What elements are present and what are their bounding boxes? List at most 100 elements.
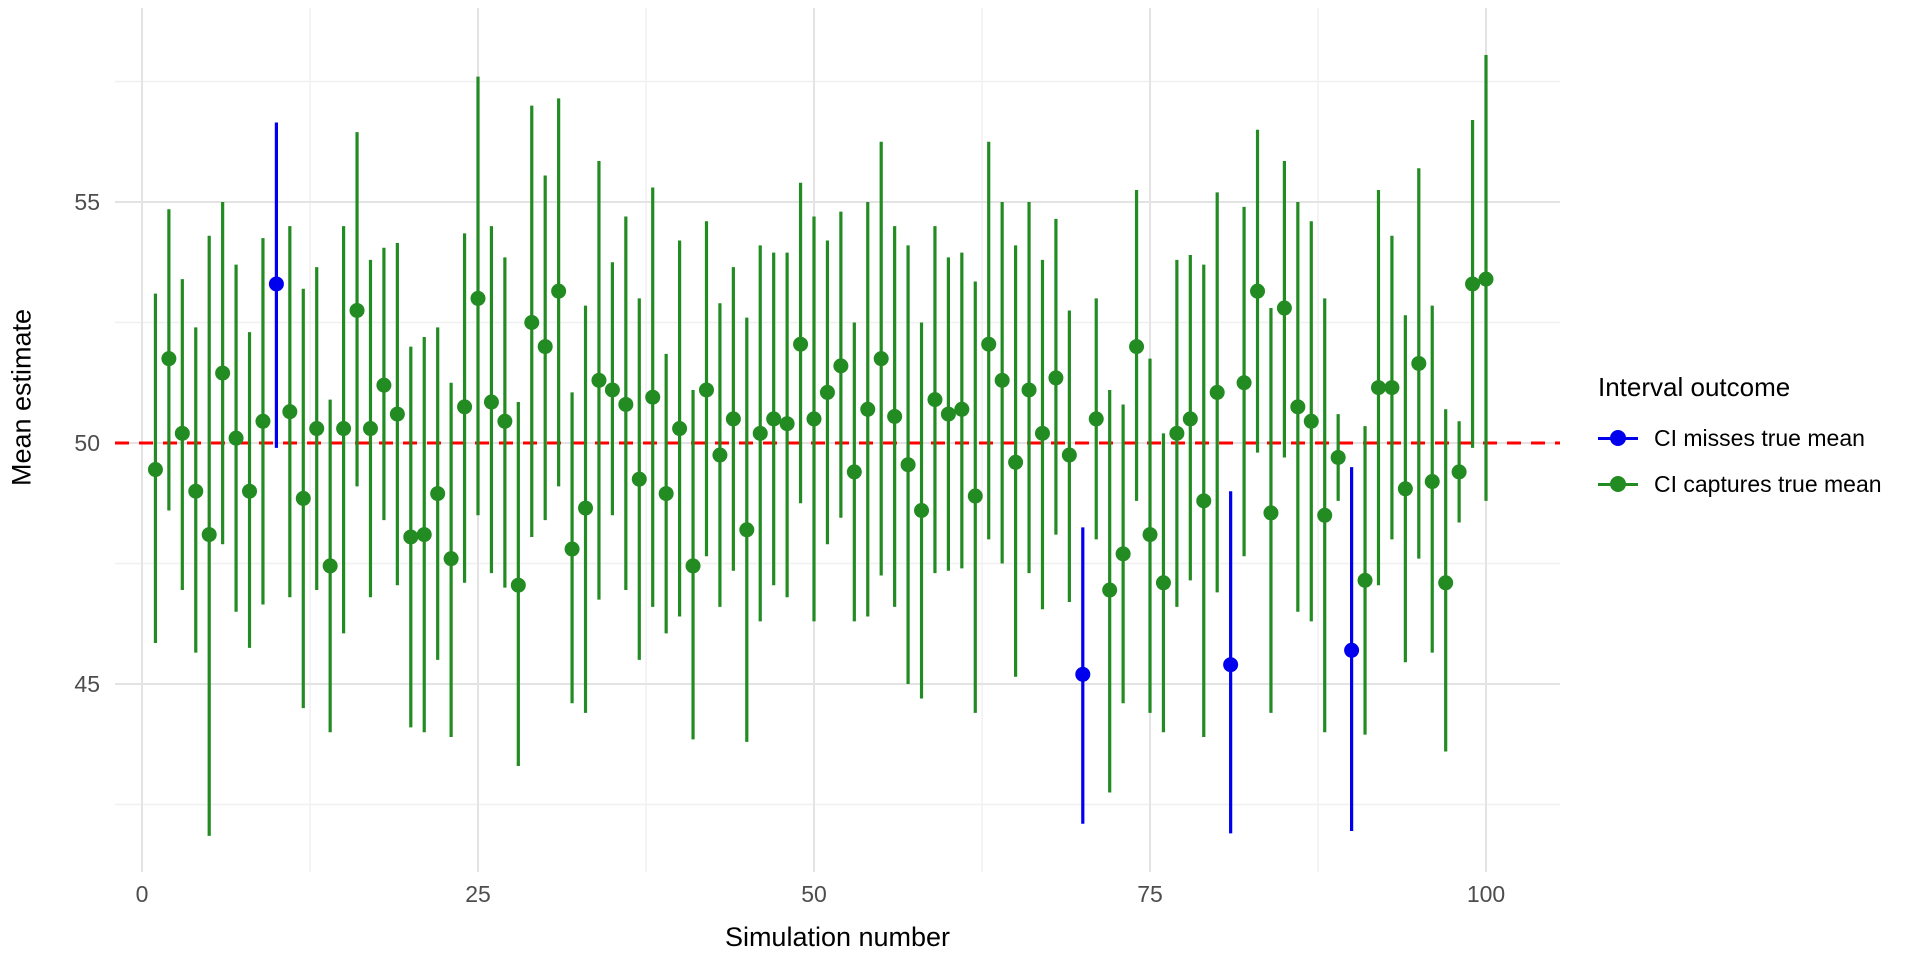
- mean-point: [954, 401, 970, 417]
- mean-point: [1438, 575, 1454, 591]
- mean-point: [1155, 575, 1171, 591]
- mean-point: [349, 302, 365, 318]
- mean-point: [1034, 425, 1050, 441]
- mean-point: [524, 315, 540, 330]
- capture-pointrange-key-icon: [1598, 476, 1638, 492]
- mean-point: [1250, 283, 1266, 299]
- x-tick-label: 50: [801, 881, 827, 907]
- mean-point: [1424, 474, 1440, 490]
- mean-point: [201, 527, 217, 543]
- mean-point: [510, 577, 526, 593]
- mean-point: [1008, 454, 1024, 470]
- mean-point: [1344, 642, 1360, 658]
- mean-point: [604, 382, 620, 398]
- mean-point: [672, 421, 688, 437]
- mean-point: [914, 502, 930, 518]
- mean-point: [242, 483, 258, 499]
- mean-point: [819, 384, 835, 400]
- mean-point: [793, 336, 809, 352]
- mean-point: [416, 527, 432, 543]
- mean-point: [1451, 464, 1467, 480]
- mean-point: [645, 389, 661, 405]
- mean-point: [282, 404, 298, 420]
- mean-point: [1411, 355, 1427, 371]
- mean-point: [1169, 425, 1185, 441]
- mean-point: [779, 416, 795, 432]
- mean-point: [470, 290, 486, 306]
- mean-point: [698, 382, 714, 398]
- mean-point: [1465, 276, 1481, 292]
- mean-point: [806, 411, 822, 427]
- legend-label-capture: CI captures true mean: [1654, 470, 1882, 497]
- mean-point: [161, 351, 177, 367]
- mean-point: [1263, 505, 1279, 521]
- mean-point: [564, 541, 580, 557]
- mean-point: [860, 401, 876, 417]
- mean-point: [739, 522, 755, 538]
- miss-pointrange-key-icon: [1598, 430, 1638, 446]
- mean-point: [1330, 449, 1346, 465]
- legend-label-miss: CI misses true mean: [1654, 424, 1865, 451]
- mean-point: [1397, 481, 1413, 497]
- mean-point: [1048, 370, 1064, 386]
- mean-point: [1115, 546, 1131, 562]
- mean-point: [362, 421, 378, 437]
- mean-point: [215, 365, 231, 381]
- mean-point: [1478, 271, 1494, 287]
- legend-title: Interval outcome: [1598, 372, 1791, 402]
- mean-point: [1209, 384, 1225, 400]
- mean-point: [1384, 380, 1400, 396]
- legend-item-capture: CI captures true mean: [1598, 467, 1882, 501]
- mean-point: [322, 558, 338, 574]
- mean-point: [255, 413, 271, 429]
- mean-point: [1196, 493, 1212, 509]
- mean-point: [389, 406, 405, 422]
- y-tick-label: 50: [74, 430, 100, 456]
- mean-point: [483, 394, 499, 410]
- mean-point: [228, 430, 244, 446]
- mean-point: [376, 377, 392, 393]
- mean-point: [1088, 411, 1104, 427]
- legend: Interval outcome CI misses true mean CI …: [1598, 372, 1882, 513]
- mean-point: [994, 372, 1010, 388]
- mean-point: [1182, 411, 1198, 427]
- mean-point: [981, 336, 997, 352]
- mean-point: [766, 411, 782, 427]
- mean-point: [1236, 375, 1252, 391]
- y-axis-title: Mean estimate: [6, 308, 37, 487]
- mean-point: [147, 462, 163, 478]
- mean-point: [631, 471, 647, 487]
- mean-point: [1021, 382, 1037, 398]
- mean-point: [268, 276, 284, 292]
- mean-point: [430, 486, 446, 502]
- mean-point: [846, 464, 862, 480]
- mean-point: [1370, 380, 1386, 396]
- mean-point: [1317, 507, 1333, 523]
- mean-point: [295, 490, 311, 506]
- legend-item-miss: CI misses true mean: [1598, 421, 1882, 455]
- mean-point: [1129, 339, 1145, 355]
- x-axis-title: Simulation number: [724, 922, 951, 952]
- mean-point: [591, 372, 607, 388]
- mean-point: [1102, 582, 1118, 598]
- mean-point: [403, 529, 419, 545]
- mean-point: [725, 411, 741, 427]
- x-tick-label: 75: [1137, 881, 1163, 907]
- mean-point: [833, 358, 849, 374]
- mean-point: [940, 406, 956, 422]
- y-tick-label: 55: [74, 189, 100, 215]
- mean-point: [174, 425, 190, 441]
- mean-point: [887, 408, 903, 424]
- mean-point: [873, 351, 889, 367]
- y-tick-label: 45: [74, 671, 100, 697]
- mean-point: [900, 457, 916, 473]
- mean-point: [1276, 300, 1292, 316]
- mean-point: [1061, 447, 1077, 463]
- mean-point: [1357, 572, 1373, 588]
- mean-point: [537, 339, 553, 355]
- mean-point: [658, 486, 674, 502]
- mean-point: [188, 483, 204, 499]
- x-tick-label: 0: [136, 881, 149, 907]
- mean-point: [443, 551, 459, 567]
